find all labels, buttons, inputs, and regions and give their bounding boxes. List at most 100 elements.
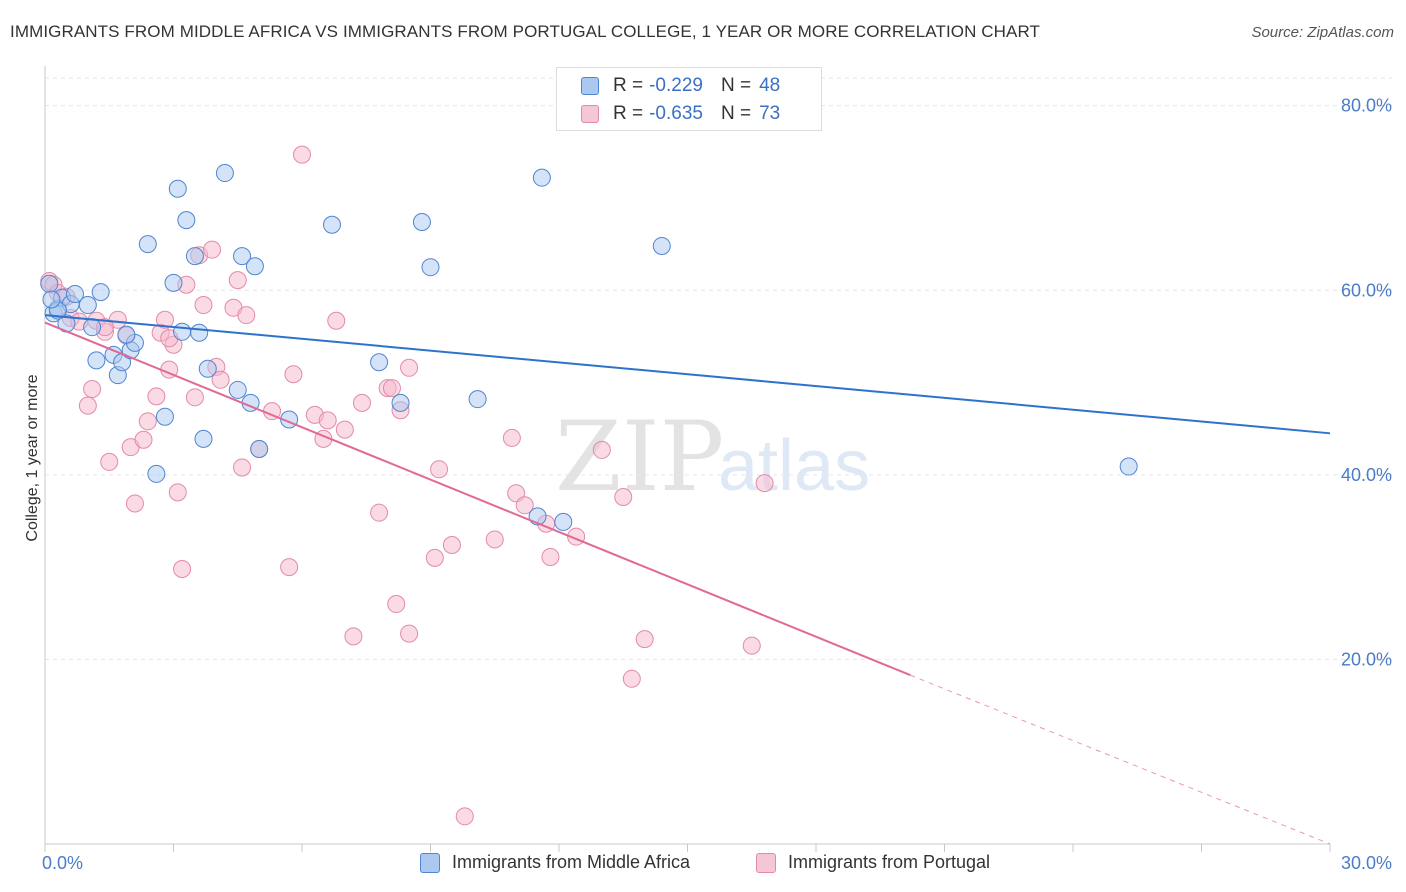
portugal-point — [742, 636, 761, 655]
portugal-point — [515, 496, 534, 515]
trend-line-portugal-extrapolated — [910, 674, 1331, 845]
portugal-point — [194, 296, 213, 315]
middle-africa-point — [194, 429, 213, 448]
legend-swatch-pink — [581, 105, 599, 123]
portugal-point — [78, 396, 97, 415]
portugal-point — [237, 306, 256, 325]
portugal-point — [400, 624, 419, 643]
middle-africa-point — [65, 284, 84, 303]
middle-africa-point — [117, 325, 136, 344]
portugal-point — [382, 379, 401, 398]
portugal-point — [370, 503, 389, 522]
legend-r-label: R = — [613, 75, 644, 96]
portugal-point — [318, 411, 337, 430]
portugal-point — [635, 630, 654, 649]
portugal-point — [430, 460, 449, 479]
middle-africa-point — [173, 322, 192, 341]
portugal-point — [173, 559, 192, 578]
middle-africa-point — [87, 351, 106, 370]
stats-legend: R = -0.229 N = 48 R = -0.635 N = 73 — [556, 67, 822, 131]
trend-line-middle-africa — [44, 314, 1331, 435]
portugal-point — [203, 240, 222, 259]
portugal-point — [228, 271, 247, 290]
legend-row-middle-africa: R = -0.229 N = 48 — [557, 72, 780, 100]
portugal-point — [335, 420, 354, 439]
portugal-point — [327, 311, 346, 330]
y-tick-label: 20.0% — [1341, 649, 1392, 669]
gridlines — [45, 77, 1392, 660]
portugal-point — [125, 494, 144, 513]
middle-africa-point — [412, 212, 431, 231]
y-tick-label: 40.0% — [1341, 465, 1392, 485]
chart-title: IMMIGRANTS FROM MIDDLE AFRICA VS IMMIGRA… — [10, 22, 1041, 41]
legend-r-label: R = — [613, 103, 644, 124]
middle-africa-point — [250, 440, 269, 459]
legend-label-middle-africa: Immigrants from Middle Africa — [452, 852, 691, 872]
legend-row-portugal: R = -0.635 N = 73 — [557, 100, 780, 128]
series-legend: Immigrants from Middle Africa Immigrants… — [0, 852, 1406, 878]
legend-swatch-blue — [420, 852, 440, 873]
middle-africa-point — [198, 359, 217, 378]
portugal-point — [352, 393, 371, 412]
middle-africa-point — [190, 323, 209, 342]
middle-africa-point — [370, 353, 389, 372]
portugal-point — [442, 535, 461, 554]
legend-swatch-blue — [581, 77, 599, 95]
portugal-point — [138, 412, 157, 431]
portugal-point — [541, 547, 560, 566]
trend-line-portugal — [44, 321, 911, 677]
legend-item-portugal[interactable]: Immigrants from Portugal — [756, 852, 990, 873]
middle-africa-point — [164, 273, 183, 292]
middle-africa-point — [138, 235, 157, 254]
portugal-point — [185, 388, 204, 407]
legend-n-value: 48 — [759, 75, 781, 96]
middle-africa-point — [532, 168, 551, 187]
portugal-point — [233, 458, 252, 477]
legend-r-value: -0.229 — [649, 75, 703, 96]
middle-africa-point — [391, 393, 410, 412]
portugal-point — [455, 807, 474, 826]
middle-africa-point — [42, 290, 61, 309]
portugal-point — [614, 487, 633, 506]
legend-n-value: 73 — [759, 103, 781, 124]
middle-africa-point — [245, 257, 264, 276]
x-tick-labels: 0.0% 30.0% — [42, 853, 1392, 873]
watermark: ZIP atlas — [555, 401, 870, 513]
legend-label-portugal: Immigrants from Portugal — [788, 852, 991, 872]
portugal-point — [485, 530, 504, 549]
portugal-point — [134, 430, 153, 449]
middle-africa-point — [1119, 457, 1138, 476]
middle-africa-point — [168, 179, 187, 198]
portugal-point — [344, 627, 363, 646]
middle-africa-point — [185, 247, 204, 266]
portugal-point — [280, 558, 299, 577]
x-tick-label: 30.0% — [1341, 853, 1392, 873]
middle-africa-point — [83, 318, 102, 337]
trend-lines — [44, 314, 1331, 845]
portugal-point — [293, 145, 311, 164]
middle-africa-point — [91, 283, 110, 302]
middle-africa-point — [652, 236, 671, 255]
y-tick-label: 60.0% — [1341, 280, 1392, 300]
portugal-point — [211, 370, 230, 389]
middle-africa-point — [215, 164, 234, 183]
portugal-point — [284, 365, 303, 384]
portugal-point — [100, 452, 119, 471]
portugal-point — [168, 483, 187, 502]
portugal-point — [387, 595, 406, 614]
legend-n-label: N = — [720, 103, 752, 124]
middle-africa-point — [554, 512, 573, 531]
middle-africa-point — [233, 247, 252, 266]
portugal-point — [147, 387, 166, 406]
middle-africa-point — [468, 390, 487, 409]
x-tick-label: 0.0% — [42, 853, 83, 873]
watermark-zip: ZIP — [555, 401, 724, 513]
middle-africa-point — [78, 296, 97, 315]
portugal-point — [425, 548, 444, 567]
middle-africa-point — [40, 274, 59, 293]
legend-r-value: -0.635 — [649, 103, 703, 124]
watermark-atlas: atlas — [718, 426, 870, 506]
legend-item-middle-africa[interactable]: Immigrants from Middle Africa — [420, 852, 690, 873]
portugal-point — [502, 428, 521, 447]
